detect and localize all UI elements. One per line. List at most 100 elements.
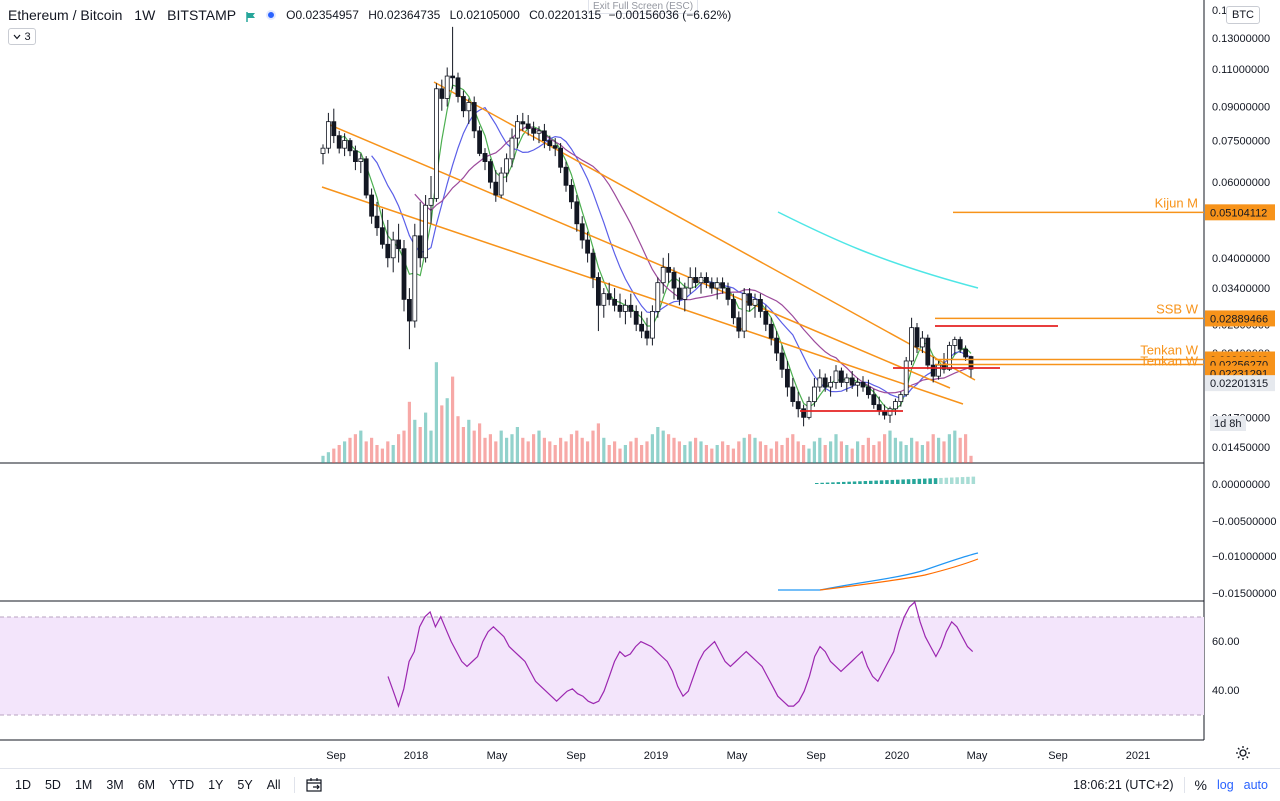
trendline-lower [321,186,964,405]
candle-body [363,158,369,196]
candle-body [482,153,488,162]
candle-body [952,339,958,346]
auto-scale-button[interactable]: auto [1243,778,1268,792]
candle-body [547,140,553,147]
timeframe-ytd[interactable]: YTD [169,778,195,792]
macd-tick-label: −0.01500000 [1212,588,1277,600]
volume-bar [321,455,325,463]
candle-body [325,121,331,149]
volume-bar [521,437,525,463]
macd-line [778,552,979,591]
currency-button[interactable]: BTC [1226,6,1260,24]
candle [704,272,709,289]
volume-bar [839,441,843,463]
timeframe-6m[interactable]: 6M [137,778,156,792]
candle-body [644,330,650,339]
chevron-down-icon [13,34,21,39]
ohlc-values: O0.02354957 H0.02364735 L0.02105000 C0.0… [286,8,731,22]
timeframe-1y[interactable]: 1Y [208,778,224,792]
candle [390,231,396,273]
candle-body [374,215,380,229]
chart-canvas[interactable]: 0.1……00.130000000.110000000.090000000.07… [0,0,1280,768]
volume-bar [969,455,973,463]
candle-body [790,386,796,402]
candle-body [925,337,931,366]
candle [493,170,499,202]
macd-histogram-bar [928,478,932,484]
volume-bar [845,445,849,463]
candle-body [590,252,596,278]
candle [747,288,752,312]
volume-bar [542,437,546,463]
volume-bar [893,437,897,463]
volume-bar [532,434,536,463]
macd-histogram-bar [912,479,916,484]
symbol-title[interactable]: Ethereum / Bitcoin 1W BITSTAMP [8,7,236,23]
volume-bar [877,441,881,463]
timeframe-all[interactable]: All [266,778,281,792]
candles [320,26,974,427]
volume-bar [834,434,838,463]
date-range-icon[interactable] [305,777,325,793]
volume-bar [596,423,600,463]
timeframe-5y[interactable]: 5Y [237,778,253,792]
candle-body [601,293,607,306]
ma-slow-line [414,124,972,394]
timeframe-1m[interactable]: 1M [74,778,93,792]
indicators-toggle-button[interactable]: 3 [8,28,36,45]
candle-body [606,293,612,300]
time-tick-label: Sep [806,750,826,762]
volume-bar [499,430,503,463]
visibility-dot-icon[interactable] [266,10,277,20]
candle [331,108,337,144]
volume-bar [591,430,595,463]
rsi-pane: 60.00 40.00 [0,600,1240,716]
log-scale-button[interactable]: log [1216,778,1234,792]
price-tick-label: 0.06000000 [1212,177,1270,189]
volume-bar [699,441,703,463]
trendline-upper [433,81,976,381]
candle [871,388,877,409]
candle [531,121,536,141]
candle [358,153,364,174]
clock-timezone[interactable]: 18:06:21 (UTC+2) [1073,778,1174,792]
volume-bar [861,445,865,463]
exit-full-screen-button[interactable]: Exit Full Screen (ESC) [588,0,699,14]
candle [909,317,914,366]
macd-histogram-bar [815,483,819,484]
candle [893,398,898,416]
macd-histogram-bar [966,476,970,484]
macd-histogram-bar [885,480,889,484]
macd-tick-label: −0.00500000 [1212,516,1277,528]
candle-body [509,137,515,160]
candle-body [714,282,720,289]
countdown-label: 1d 8h [1214,418,1242,430]
macd-pane: 0.00000000 −0.00500000 −0.01000000 −0.01500… [778,476,1277,600]
macd-histogram-bar [858,481,862,484]
volume-bar [958,437,962,463]
volume-bar [343,441,347,463]
gear-icon[interactable] [1235,745,1251,761]
volume-bar [769,448,773,463]
volume-bar [359,430,363,463]
timeframe-5d[interactable]: 5D [44,778,61,792]
volume-bar [807,448,811,463]
candle [822,373,828,392]
candle-body [585,239,590,254]
candle-body [520,121,526,125]
candle [444,67,450,107]
percent-scale-button[interactable]: % [1194,777,1207,793]
candle-body [833,370,839,383]
macd-histogram-bar [950,477,954,484]
volume-bar [602,437,606,463]
timeframe-1d[interactable]: 1D [15,778,31,792]
volume-bar [953,430,957,463]
candle [406,288,412,350]
flag-icon[interactable] [246,10,256,22]
price-tick-label: 0.11000000 [1212,64,1269,76]
candle-body [795,401,801,410]
close-value: 0.02201315 [537,8,602,22]
macd-histogram-bar [939,477,943,484]
timeframe-3m[interactable]: 3M [106,778,124,792]
candle-body [893,401,898,410]
